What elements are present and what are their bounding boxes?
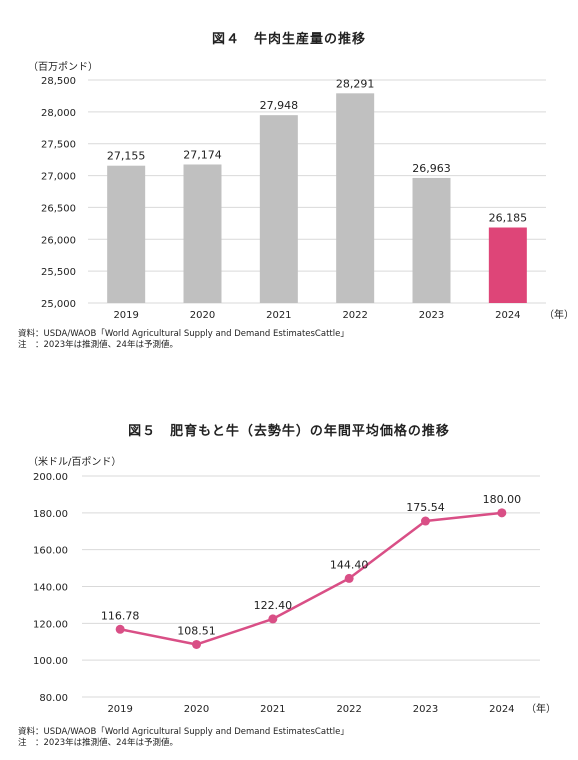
figure5-note: 注 ：2023年は推測値、24年は予測値。 xyxy=(18,738,178,748)
y-tick-label: 26,500 xyxy=(41,203,76,214)
x-tick-label: 2021 xyxy=(260,704,285,715)
data-label: 122.40 xyxy=(254,599,293,612)
y-tick-label: 180.00 xyxy=(33,509,68,520)
figure4-title: 図４ 牛肉生産量の推移 xyxy=(211,32,366,47)
x-tick-label: 2019 xyxy=(107,704,132,715)
data-label: 144.40 xyxy=(330,558,369,571)
figure4-note: 注 ：2023年は推測値、24年は予測値。 xyxy=(18,340,178,350)
x-tick-label: 2019 xyxy=(113,310,138,321)
x-axis-unit: （年） xyxy=(544,308,574,321)
figure4-unit-label: （百万ポンド） xyxy=(28,62,98,73)
x-tick-label: 2021 xyxy=(266,310,291,321)
y-tick-label: 25,000 xyxy=(41,299,76,310)
bar-value-label: 27,155 xyxy=(107,150,146,163)
bar-value-label: 27,174 xyxy=(183,148,222,161)
bar xyxy=(412,177,451,303)
y-tick-label: 140.00 xyxy=(33,583,68,594)
x-tick-label: 2023 xyxy=(413,704,438,715)
y-tick-label: 28,500 xyxy=(41,76,76,87)
y-tick-label: 27,000 xyxy=(41,172,76,183)
bar-value-label: 26,963 xyxy=(412,162,451,175)
y-tick-label: 120.00 xyxy=(33,619,68,630)
figure4-bar-chart: 25,000 25,500 26,000 26,500 27,000 27,500 28,0… xyxy=(41,76,574,321)
data-point xyxy=(421,516,430,526)
data-point xyxy=(497,508,507,518)
x-tick-label: 2020 xyxy=(184,704,209,715)
bar-value-label: 28,291 xyxy=(336,77,375,90)
bar xyxy=(488,227,527,303)
data-point xyxy=(344,573,354,583)
figure5-unit-label: （米ドル/百ポンド） xyxy=(28,457,122,468)
data-label: 108.51 xyxy=(177,624,216,637)
x-tick-label: 2024 xyxy=(495,310,520,321)
x-tick-label: 2020 xyxy=(190,310,215,321)
data-point xyxy=(268,614,278,624)
y-tick-label: 28,000 xyxy=(41,108,76,119)
data-label: 175.54 xyxy=(406,501,445,514)
y-tick-label: 26,000 xyxy=(41,235,76,246)
bar xyxy=(336,93,375,303)
figure5-source: 資料：USDA/WAOB「World Agricultural Supply a… xyxy=(18,727,349,737)
figure5-title: 図５ 肥育もと牛（去勢牛）の年間平均価格の推移 xyxy=(128,424,450,439)
y-tick-label: 200.00 xyxy=(33,472,68,483)
data-label: 116.78 xyxy=(101,609,140,622)
data-label: 180.00 xyxy=(483,493,522,506)
figure4-source: 資料：USDA/WAOB「World Agricultural Supply a… xyxy=(18,329,349,339)
bar-value-label: 26,185 xyxy=(489,211,528,224)
y-tick-label: 25,500 xyxy=(41,267,76,278)
x-tick-label: 2023 xyxy=(419,310,444,321)
y-tick-label: 27,500 xyxy=(41,140,76,151)
y-tick-label: 160.00 xyxy=(33,546,68,557)
bar-value-label: 27,948 xyxy=(260,99,299,112)
data-point xyxy=(115,624,125,634)
bar xyxy=(183,164,222,303)
x-tick-label: 2022 xyxy=(342,310,367,321)
bar xyxy=(259,115,298,303)
bar xyxy=(107,165,146,303)
y-tick-label: 80.00 xyxy=(39,693,68,704)
series-line xyxy=(119,511,502,646)
data-point xyxy=(192,639,201,649)
x-axis-unit: （年） xyxy=(526,702,556,715)
x-tick-label: 2022 xyxy=(336,704,361,715)
y-tick-label: 100.00 xyxy=(33,656,68,667)
x-tick-label: 2024 xyxy=(489,704,514,715)
